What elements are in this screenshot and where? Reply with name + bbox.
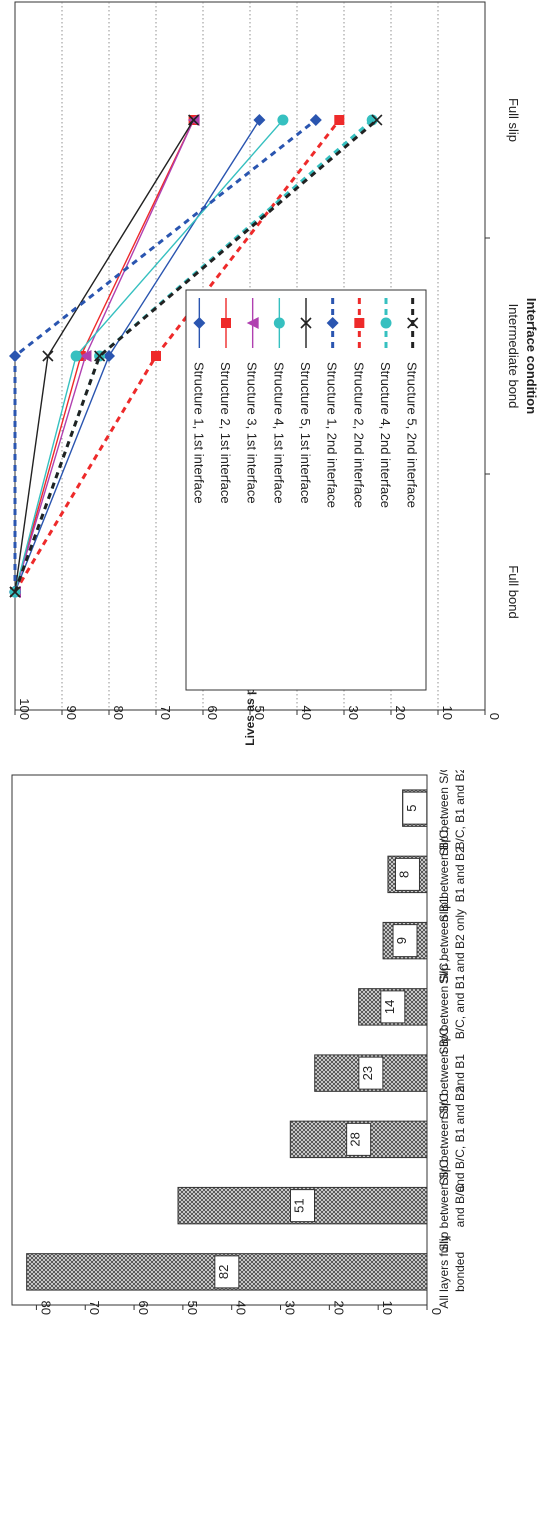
data-point (334, 115, 345, 125)
data-point (42, 350, 54, 362)
data-point (94, 350, 106, 362)
legend-label: Structure 5, 2nd interface (405, 362, 420, 508)
y-tick-label: 90 (64, 706, 79, 720)
data-label: 82 (216, 1265, 231, 1279)
category-label: All layers fully (437, 1235, 451, 1308)
y-tick-label: 0 (487, 713, 502, 720)
data-point (277, 114, 289, 126)
legend-label: Structure 4, 1st interface (271, 362, 286, 504)
category-label: Slip between S/C (437, 1159, 451, 1251)
data-point (188, 114, 200, 126)
legend-marker (380, 317, 392, 329)
legend-label: Structure 5, 1st interface (298, 362, 313, 504)
legend-marker (300, 317, 312, 329)
legend-label: Structure 2, 2nd interface (351, 362, 366, 508)
legend-marker (326, 317, 339, 329)
data-point (79, 350, 92, 362)
y-tick-label: 80 (111, 706, 126, 720)
data-label-box (392, 924, 418, 958)
data-label-box (214, 1255, 240, 1289)
legend-label: Structure 1, 2nd interface (325, 362, 340, 508)
legend-label: Structure 3, 1st interface (245, 362, 260, 504)
series-group (9, 114, 383, 598)
data-label: 23 (360, 1066, 375, 1080)
y-tick-label: 0 (429, 1308, 444, 1315)
y-tick-label: 40 (234, 1301, 249, 1315)
y-tick-label: 70 (158, 706, 173, 720)
bar-chart-svg: 01020304050607080Pavement life: msa82512… (11, 760, 467, 1315)
data-point (103, 350, 115, 362)
category-label: Intermediate bond (506, 304, 521, 409)
data-label: 28 (348, 1132, 363, 1146)
plot-area-border (11, 774, 428, 1306)
data-point (151, 351, 161, 361)
data-label: 51 (292, 1198, 307, 1212)
data-label-box (346, 1122, 372, 1156)
legend-marker (221, 318, 231, 328)
category-label: B/C, and B1 (453, 974, 467, 1039)
bar-chart: 01020304050607080Pavement life: msa82512… (0, 760, 556, 1511)
line-chart-svg: 0 10 20 30 40 50 60 70 80 90 100 Full bond Intermedi… (9, 1, 539, 746)
category-label: Slip between B/C, (437, 827, 451, 922)
legend-marker (273, 317, 285, 329)
legend (185, 289, 427, 691)
data-label: 9 (394, 937, 409, 944)
category-label: and B1 (453, 1054, 467, 1092)
data-label-box (402, 791, 428, 825)
data-label-box (380, 990, 406, 1024)
y-tick-label: 100 (17, 698, 32, 720)
data-label: 8 (396, 871, 411, 878)
x-axis-title: Interface condition (524, 298, 539, 414)
legend-label: Structure 2, 1st interface (218, 362, 233, 504)
data-label: 5 (404, 805, 419, 812)
y-tick-label: 70 (87, 1301, 102, 1315)
category-label: Slip between S/C, (437, 959, 451, 1054)
category-label: Slip between S/C (437, 1093, 451, 1185)
data-label: 14 (382, 1000, 397, 1014)
y-tick-label: 30 (283, 1301, 298, 1315)
data-point (70, 350, 82, 362)
legend-label: Structure 1, 1st interface (191, 362, 206, 504)
data-label-box (394, 857, 420, 891)
y-tick-label: 60 (205, 706, 220, 720)
y-tick-label: 20 (331, 1301, 346, 1315)
legend-marker (354, 318, 365, 328)
line-chart: 0 10 20 30 40 50 60 70 80 90 100 Full bond Intermedi… (9, 1, 539, 746)
y-tick-label: 30 (346, 706, 361, 720)
data-point (253, 114, 266, 126)
category-label: Slip between B/C (437, 1027, 451, 1119)
data-label-box (358, 1056, 384, 1090)
series-line (13, 119, 341, 593)
y-tick-label: 50 (185, 1301, 200, 1315)
y-tick-label: 60 (136, 1301, 151, 1315)
category-label: B/C, B1 and B2 (453, 770, 467, 849)
category-label: and B/C, B1 and B2 (453, 1086, 467, 1192)
category-label: Full bond (506, 565, 521, 618)
data-point (9, 586, 21, 598)
legend-marker (193, 317, 206, 329)
category-label: Slip between S/C, (437, 770, 451, 856)
legend-label: Structure 4, 2nd interface (378, 362, 393, 508)
data-point (309, 114, 322, 126)
y-tick-label: 10 (380, 1301, 395, 1315)
category-label: and B2 only (453, 909, 467, 972)
y-tick-label: 50 (252, 706, 267, 720)
legend-marker (246, 317, 259, 329)
legend-marker (407, 317, 419, 329)
category-label: Slip between B1 (437, 897, 451, 984)
y-tick-label: 40 (299, 706, 314, 720)
category-label: and B/C (453, 1184, 467, 1228)
y-tick-label: 10 (440, 706, 455, 720)
y-tick-label: 80 (38, 1301, 53, 1315)
category-label: bonded (453, 1252, 467, 1292)
data-point (9, 350, 21, 362)
data-point (371, 114, 383, 126)
category-label: B1 and B2 (453, 846, 467, 902)
category-label: Full slip (506, 98, 521, 142)
y-tick-label: 20 (393, 706, 408, 720)
data-label-box (290, 1189, 315, 1223)
